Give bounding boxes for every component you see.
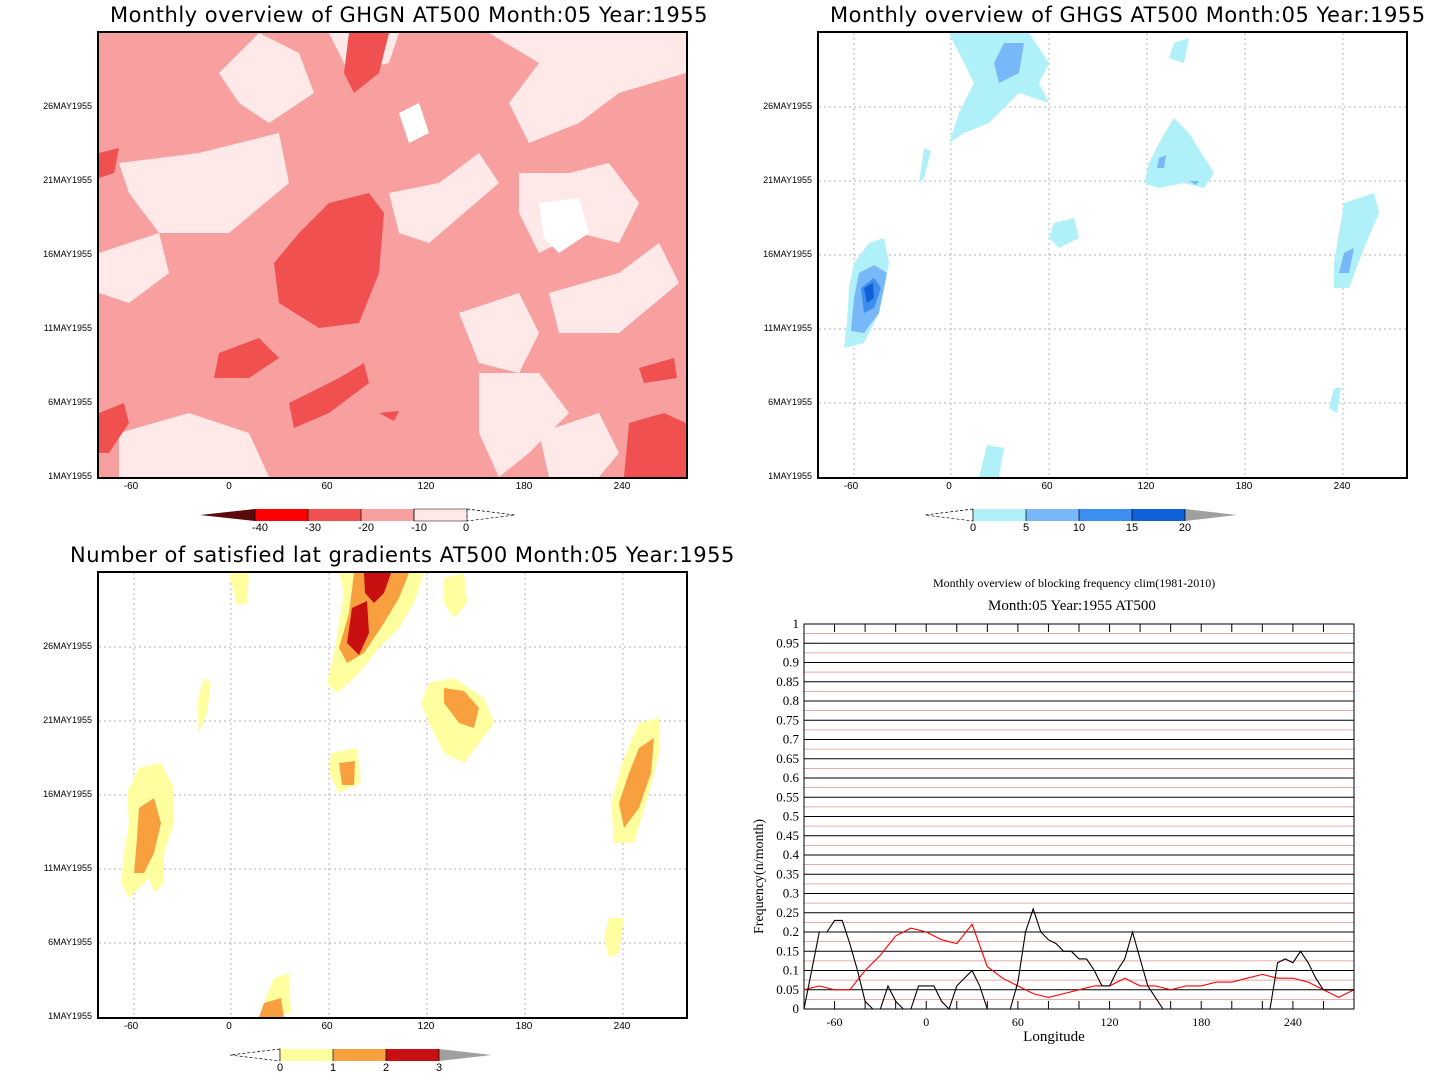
x-tick-label: -60 <box>827 1015 843 1029</box>
ghgn-lon-label: 60 <box>321 481 333 492</box>
nsat-lon-label: 120 <box>417 1021 435 1032</box>
ghgn-date-label-11: 11MAY1955 <box>43 323 92 333</box>
ghgs-date-label-16: 16MAY1955 <box>763 249 812 259</box>
ghgs-date-label-1: 1MAY1955 <box>768 471 812 481</box>
y-tick-label: 0.05 <box>776 982 799 997</box>
ghgn-date-label-21: 21MAY1955 <box>43 175 92 185</box>
y-axis-label: Frequency(n/month) <box>752 819 767 934</box>
y-tick-label: 0.3 <box>783 886 799 901</box>
nsat-date-label-11: 11MAY1955 <box>43 863 92 873</box>
ghgn-plot-area <box>97 31 688 479</box>
y-tick-label: 0.2 <box>783 924 799 939</box>
y-tick-label: 0.35 <box>776 866 799 881</box>
y-tick-label: 0.9 <box>783 655 799 670</box>
nsat-cbar-label: 1 <box>329 1062 337 1074</box>
x-tick-label: 240 <box>1284 1015 1302 1029</box>
nsat-contours <box>99 573 686 1017</box>
ghgs-date-label-26: 26MAY1955 <box>763 101 812 111</box>
blocking-frequency-chart: 1 0.95 0.9 0.85 0.8 0.75 0.7 0.65 0.6 0.55 0.5 0.45… <box>752 616 1355 1045</box>
ghgs-date-label-6: 6MAY1955 <box>768 397 812 407</box>
nsat-lon-label: 240 <box>613 1021 631 1032</box>
nsat-lon-label: 180 <box>515 1021 533 1032</box>
y-tick-label: 0.7 <box>783 732 800 747</box>
y-tick-label: 0.15 <box>776 943 799 958</box>
x-tick-label: 60 <box>1012 1015 1024 1029</box>
ghgn-cbar-label: -10 <box>411 522 427 534</box>
y-tick-label: 0.1 <box>783 963 799 978</box>
ghgn-lon-label: 0 <box>226 481 232 492</box>
ghgn-cbar-label: -30 <box>305 522 321 534</box>
nsat-plot-area <box>97 571 688 1019</box>
blocking-subtitle: Month:05 Year:1955 AT500 <box>988 598 1156 614</box>
ghgs-cbar-label: 15 <box>1125 522 1139 534</box>
nsat-date-label-21: 21MAY1955 <box>43 715 92 725</box>
ghgn-date-label-26: 26MAY1955 <box>43 101 92 111</box>
nsat-title: Number of satisfied lat gradients AT500 … <box>70 543 735 567</box>
ghgs-colorbar <box>925 508 1237 522</box>
ghgs-cbar-label: 20 <box>1178 522 1192 534</box>
ghgs-cbar-label: 10 <box>1072 522 1086 534</box>
ghgn-date-label-6: 6MAY1955 <box>48 397 92 407</box>
ghgs-lon-label: -60 <box>843 481 859 492</box>
nsat-date-label-1: 1MAY1955 <box>48 1011 92 1021</box>
y-tick-label: 0.65 <box>776 751 799 766</box>
x-axis-label: Longitude <box>1023 1029 1085 1045</box>
ghgs-lon-label: 60 <box>1041 481 1053 492</box>
y-tick-label: 0.4 <box>783 847 800 862</box>
nsat-date-label-6: 6MAY1955 <box>48 937 92 947</box>
ghgs-lon-label: 240 <box>1333 481 1351 492</box>
x-tick-label: 120 <box>1101 1015 1119 1029</box>
nsat-cbar-label: 3 <box>435 1062 443 1074</box>
y-tick-label: 1 <box>793 616 800 631</box>
y-tick-label: 0.95 <box>776 635 799 650</box>
nsat-cbar-label: 0 <box>276 1062 284 1074</box>
ghgs-cbar-label: 5 <box>1022 522 1030 534</box>
ghgs-cbar-label: 0 <box>969 522 977 534</box>
y-tick-label: 0.45 <box>776 828 799 843</box>
nsat-cbar-label: 2 <box>382 1062 390 1074</box>
ghgn-lon-label: 120 <box>417 481 435 492</box>
ghgs-plot-area <box>817 31 1408 479</box>
ghgn-date-label-1: 1MAY1955 <box>48 471 92 481</box>
ghgn-contours <box>99 33 686 477</box>
y-tick-label: 0.75 <box>776 712 799 727</box>
x-tick-label: 180 <box>1192 1015 1210 1029</box>
observed-line <box>803 907 1354 1011</box>
ghgn-cbar-label: -40 <box>252 522 268 534</box>
nsat-lon-label: 60 <box>321 1021 333 1032</box>
y-tick-label: 0.55 <box>776 789 799 804</box>
ghgs-contours <box>819 33 1406 477</box>
y-tick-label: 0.5 <box>783 809 799 824</box>
nsat-date-label-16: 16MAY1955 <box>43 789 92 799</box>
y-tick-label: 0 <box>793 1001 800 1016</box>
ghgn-cbar-label: -20 <box>358 522 374 534</box>
y-tick-label: 0.6 <box>783 770 800 785</box>
ghgs-lon-label: 120 <box>1137 481 1155 492</box>
ghgn-date-label-16: 16MAY1955 <box>43 249 92 259</box>
nsat-lon-label: -60 <box>123 1021 139 1032</box>
ghgn-cbar-label: 0 <box>462 522 470 534</box>
y-tick-label: 0.85 <box>776 674 799 689</box>
nsat-colorbar <box>230 1048 492 1062</box>
blocking-title: Monthly overview of blocking frequency c… <box>933 576 1216 590</box>
ghgn-colorbar <box>200 508 516 522</box>
x-tick-label: 0 <box>923 1015 929 1029</box>
y-tick-label: 0.25 <box>776 905 799 920</box>
ghgn-title: Monthly overview of GHGN AT500 Month:05 … <box>110 3 708 27</box>
ghgs-date-label-21: 21MAY1955 <box>763 175 812 185</box>
nsat-date-label-26: 26MAY1955 <box>43 641 92 651</box>
nsat-lon-label: 0 <box>226 1021 232 1032</box>
y-tick-label: 0.8 <box>783 693 799 708</box>
ghgn-lon-label: -60 <box>123 481 139 492</box>
ghgs-lon-label: 0 <box>946 481 952 492</box>
ghgs-lon-label: 180 <box>1235 481 1253 492</box>
ghgn-lon-label: 180 <box>515 481 533 492</box>
ghgn-lon-label: 240 <box>613 481 631 492</box>
ghgs-date-label-11: 11MAY1955 <box>763 323 812 333</box>
ghgs-title: Monthly overview of GHGS AT500 Month:05 … <box>830 3 1426 27</box>
climatology-line <box>803 923 1355 999</box>
